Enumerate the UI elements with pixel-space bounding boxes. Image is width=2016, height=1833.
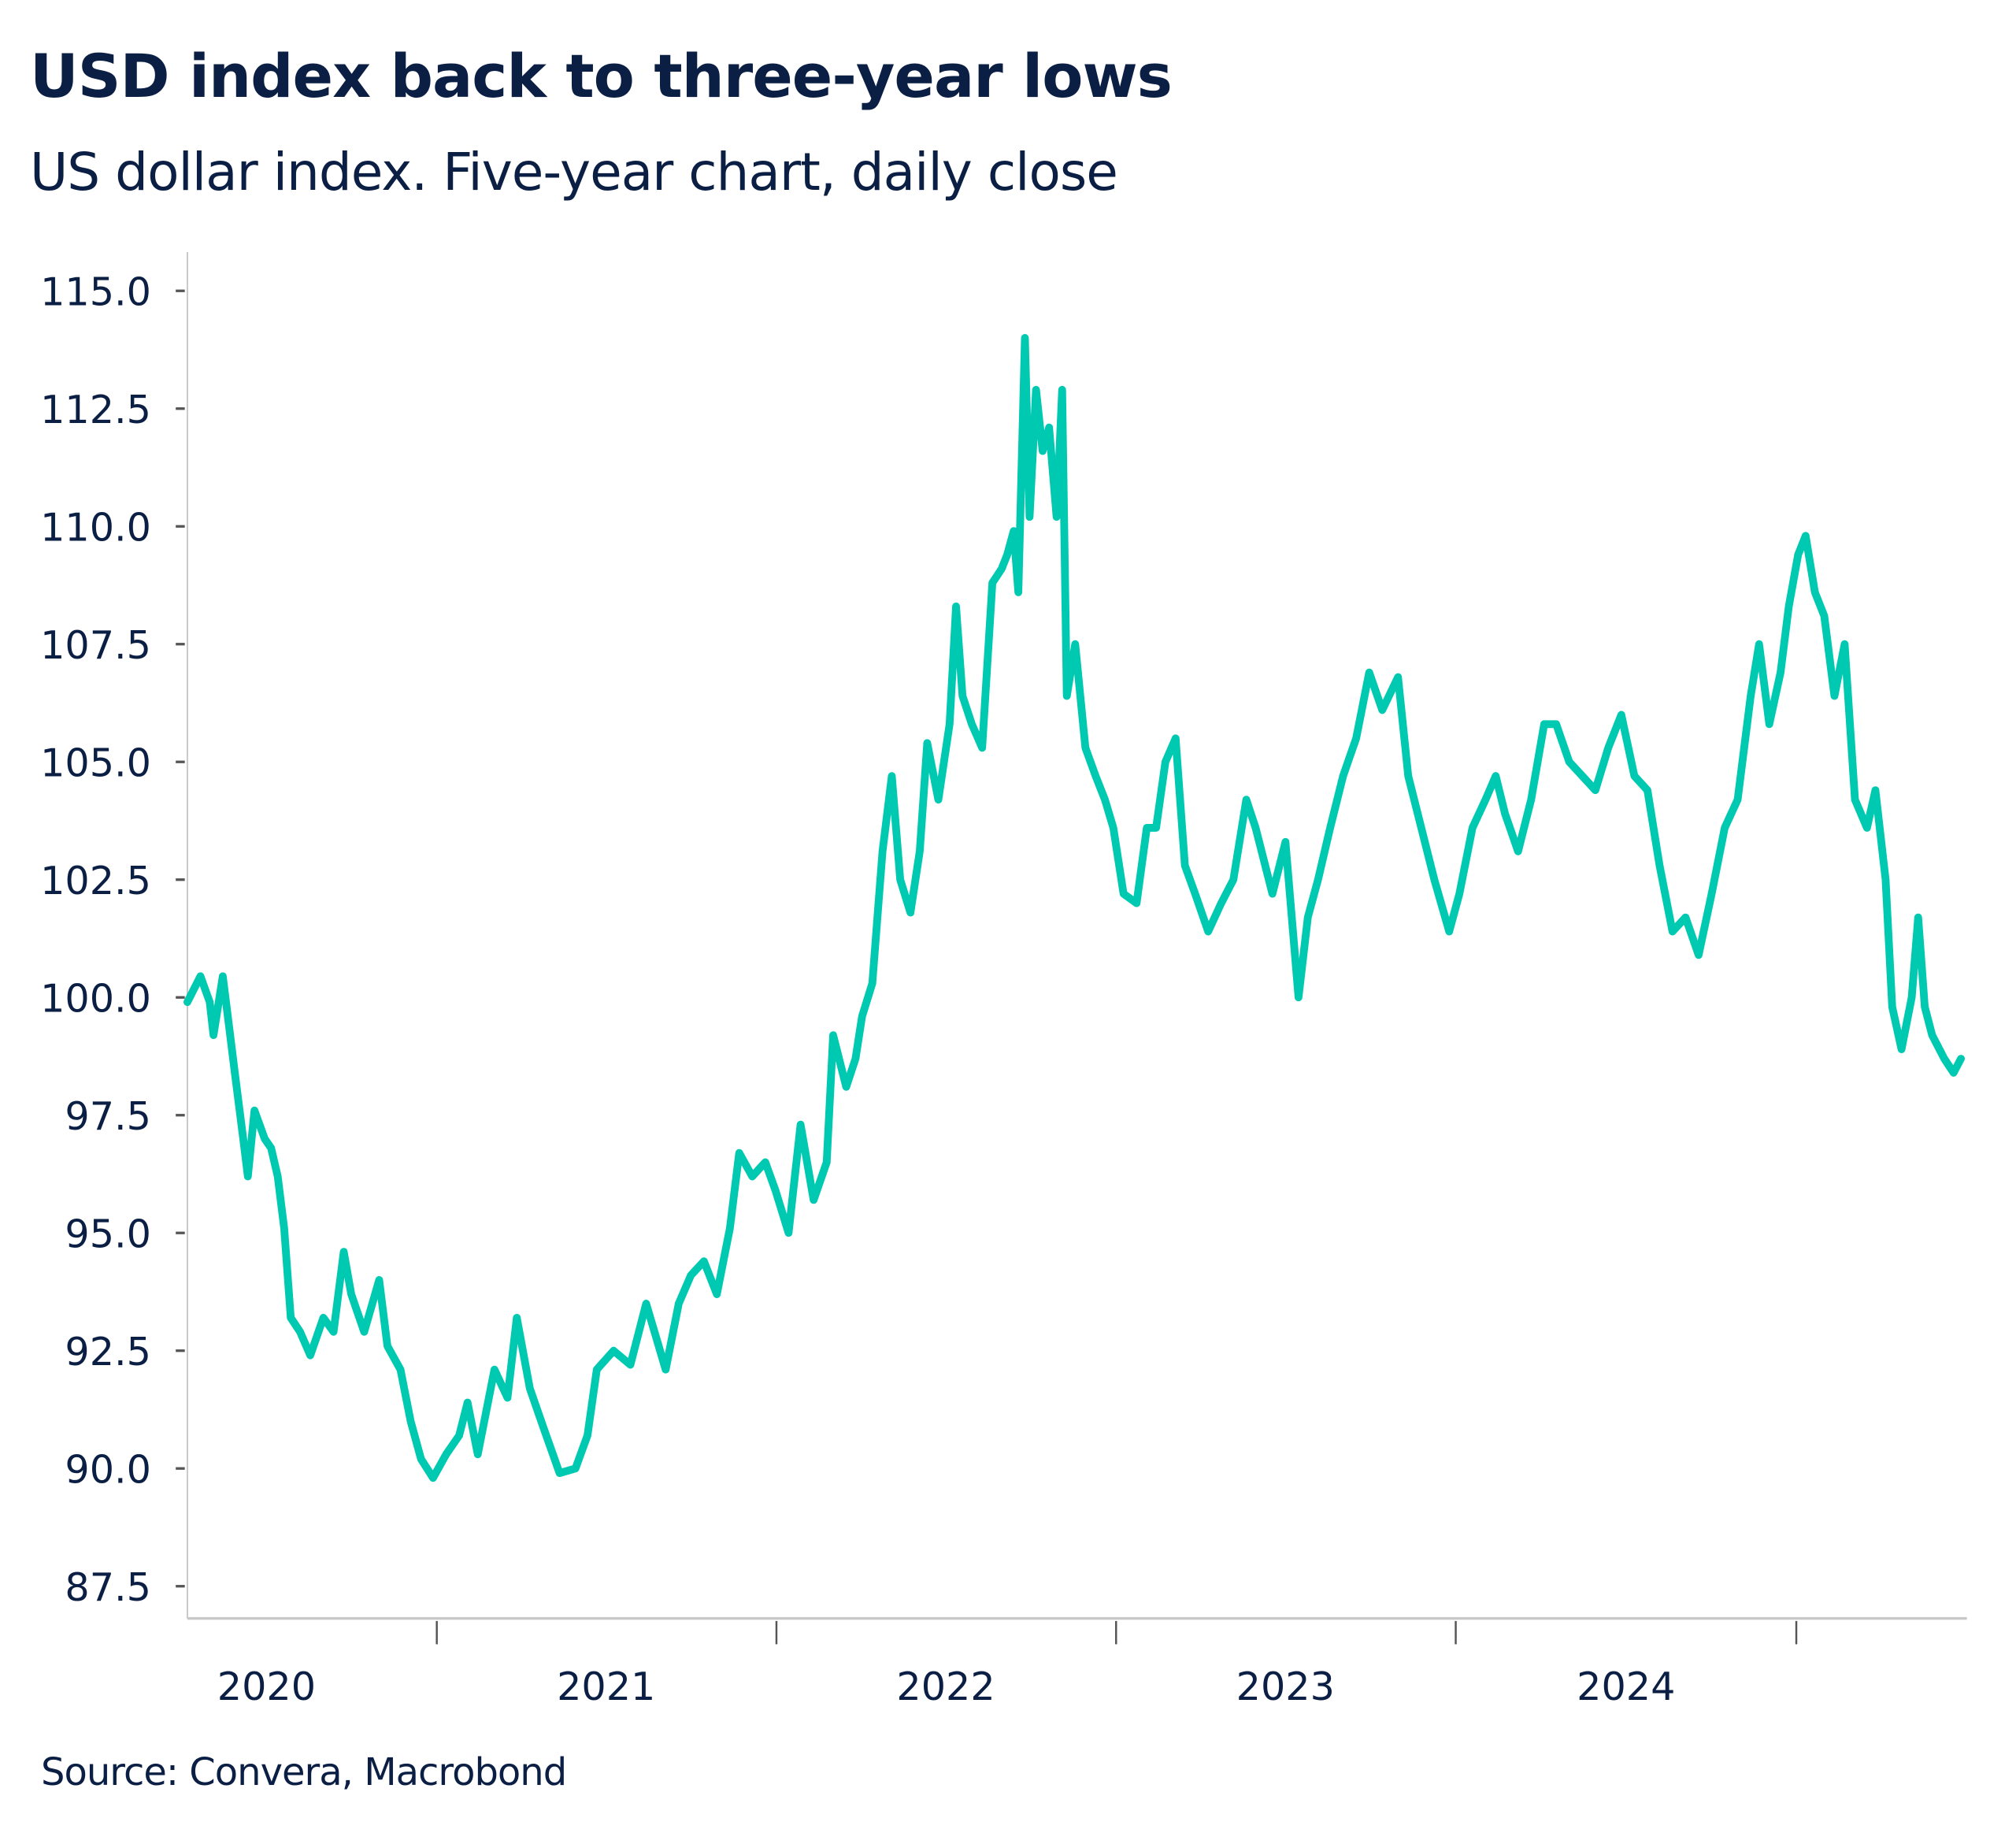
x-tick-label: 2020: [217, 1664, 316, 1709]
x-tick-label: 2021: [557, 1664, 655, 1709]
chart-subtitle: US dollar index. Five-year chart, daily …: [30, 142, 1118, 202]
y-tick-label: 110.0: [40, 504, 151, 550]
chart-title: USD index back to three-year lows: [30, 41, 1173, 111]
y-tick-label: 90.0: [65, 1446, 151, 1492]
y-tick-label: 112.5: [40, 387, 151, 432]
y-tick-label: 87.5: [65, 1564, 151, 1610]
source-note: Source: Convera, Macrobond: [41, 1750, 567, 1794]
y-tick-label: 102.5: [40, 858, 151, 904]
y-tick-label: 97.5: [65, 1093, 151, 1139]
y-tick-label: 105.0: [40, 740, 151, 785]
y-tick-label: 92.5: [65, 1329, 151, 1375]
y-tick-label: 95.0: [65, 1211, 151, 1256]
series-line: [183, 334, 1966, 1482]
x-tick-label: 2023: [1236, 1664, 1335, 1709]
y-tick-label: 100.0: [40, 975, 151, 1021]
x-tick-label: 2022: [896, 1664, 995, 1709]
y-tick-label: 107.5: [40, 622, 151, 668]
x-tick-label: 2024: [1577, 1664, 1675, 1709]
y-tick-label: 115.0: [40, 269, 151, 314]
